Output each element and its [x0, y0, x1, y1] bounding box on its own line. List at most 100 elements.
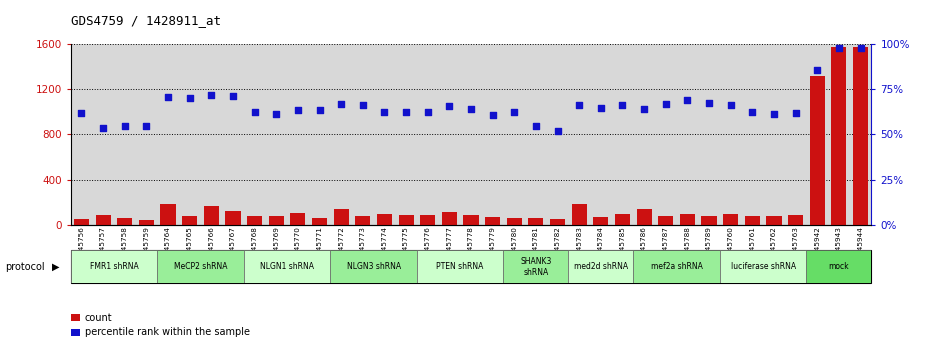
Bar: [114, 44, 136, 225]
Bar: [720, 250, 806, 283]
Point: [832, 45, 847, 51]
Bar: [680, 214, 695, 225]
Bar: [763, 44, 785, 225]
Point: [680, 97, 695, 103]
Bar: [741, 44, 763, 225]
Bar: [637, 209, 652, 225]
Point: [268, 111, 284, 117]
Point: [355, 102, 370, 108]
Text: percentile rank within the sample: percentile rank within the sample: [85, 327, 250, 337]
Bar: [179, 44, 201, 225]
Point: [615, 102, 630, 108]
Point: [73, 110, 89, 116]
Bar: [138, 220, 154, 225]
Point: [702, 99, 717, 105]
Point: [528, 123, 544, 129]
Text: mock: mock: [829, 262, 849, 271]
Bar: [568, 44, 590, 225]
Point: [333, 101, 349, 107]
Point: [745, 109, 760, 115]
Text: protocol: protocol: [5, 262, 44, 272]
Text: SHANK3
shRNA: SHANK3 shRNA: [520, 257, 552, 277]
Bar: [417, 250, 503, 283]
Bar: [850, 44, 871, 225]
Bar: [396, 44, 417, 225]
Text: GDS4759 / 1428911_at: GDS4759 / 1428911_at: [71, 15, 220, 28]
Bar: [71, 44, 92, 225]
Point: [507, 109, 522, 115]
Bar: [244, 44, 266, 225]
Bar: [785, 44, 806, 225]
Bar: [481, 44, 503, 225]
Bar: [828, 44, 850, 225]
Bar: [810, 77, 825, 225]
Point: [637, 106, 652, 112]
Bar: [203, 206, 219, 225]
Point: [485, 112, 500, 118]
Point: [593, 105, 609, 111]
Bar: [572, 204, 587, 225]
Bar: [507, 218, 522, 225]
Text: NLGN3 shRNA: NLGN3 shRNA: [347, 262, 400, 271]
Bar: [658, 216, 674, 225]
Bar: [268, 216, 284, 225]
Point: [312, 107, 327, 113]
Point: [247, 109, 262, 115]
Bar: [160, 204, 175, 225]
Text: count: count: [85, 313, 112, 323]
Bar: [222, 44, 244, 225]
Bar: [702, 216, 717, 225]
Bar: [420, 215, 435, 225]
Bar: [503, 44, 525, 225]
Bar: [831, 47, 847, 225]
Bar: [698, 44, 720, 225]
Point: [377, 109, 392, 115]
Point: [420, 109, 435, 115]
Bar: [745, 216, 760, 225]
Bar: [546, 44, 568, 225]
Point: [398, 109, 414, 115]
Bar: [461, 44, 481, 225]
Bar: [676, 44, 698, 225]
Bar: [244, 250, 331, 283]
Bar: [182, 216, 197, 225]
Point: [810, 67, 825, 73]
Bar: [806, 250, 871, 283]
Bar: [463, 215, 479, 225]
Bar: [853, 47, 869, 225]
Point: [767, 111, 782, 117]
Point: [550, 128, 565, 134]
Bar: [71, 250, 157, 283]
Bar: [439, 44, 461, 225]
Bar: [528, 218, 544, 225]
Text: NLGN1 shRNA: NLGN1 shRNA: [260, 262, 314, 271]
Bar: [485, 217, 500, 225]
Text: luciferase shRNA: luciferase shRNA: [731, 262, 796, 271]
Bar: [550, 219, 565, 225]
Bar: [593, 217, 609, 225]
Bar: [290, 213, 305, 225]
Bar: [333, 209, 349, 225]
Bar: [377, 214, 392, 225]
Bar: [655, 44, 676, 225]
Bar: [117, 218, 132, 225]
Bar: [225, 211, 240, 225]
Bar: [806, 44, 828, 225]
Point: [723, 102, 739, 108]
Point: [572, 102, 587, 108]
Bar: [331, 250, 417, 283]
Bar: [266, 44, 287, 225]
Point: [225, 93, 240, 99]
Bar: [73, 219, 89, 225]
Bar: [503, 250, 568, 283]
Bar: [398, 215, 414, 225]
Bar: [287, 44, 309, 225]
Point: [442, 103, 457, 109]
Bar: [633, 250, 720, 283]
Bar: [312, 218, 327, 225]
Bar: [720, 44, 741, 225]
Text: MeCP2 shRNA: MeCP2 shRNA: [173, 262, 227, 271]
Bar: [355, 216, 370, 225]
Bar: [568, 250, 633, 283]
Text: med2d shRNA: med2d shRNA: [574, 262, 628, 271]
